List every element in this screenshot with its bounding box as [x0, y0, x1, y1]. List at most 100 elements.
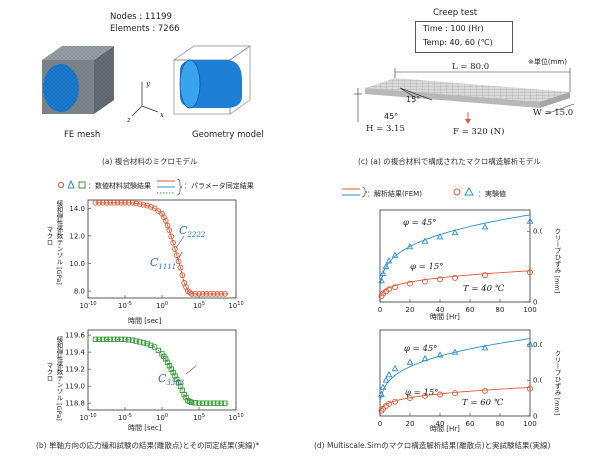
data-point — [137, 339, 143, 345]
legend-exp-marker-triangle — [68, 180, 75, 189]
data-point — [392, 398, 398, 405]
macro-beam-figure — [354, 68, 575, 124]
b-top-ylabel-sub: 緩和弾性係数テンソル [GPa] — [55, 200, 63, 285]
data-point — [129, 337, 136, 343]
legend-fem-text: ：解析結果(FEM) — [367, 190, 422, 198]
data-point — [192, 400, 198, 406]
data-point — [96, 336, 102, 343]
data-point — [203, 400, 210, 406]
x-tick-label: 100 — [156, 301, 168, 310]
x-tick-label: 1010 — [228, 301, 243, 310]
fem-curve-line — [379, 338, 531, 401]
legend-fit-text: ：パラメータ同定結果 — [184, 182, 254, 190]
data-point — [422, 392, 428, 399]
axis-z-label: z — [127, 116, 131, 124]
data-point — [452, 390, 458, 397]
d-bottom-phi45: φ = 45° — [404, 344, 438, 354]
legend-exp-text: ：数値材料試験結果 — [88, 182, 151, 190]
data-point — [140, 340, 147, 346]
data-point — [99, 199, 106, 206]
creep-test-title: Creep test — [433, 8, 478, 18]
data-point — [378, 390, 385, 397]
annotation-leader — [177, 251, 183, 261]
x-tick-label: 0 — [378, 420, 382, 428]
d-top-phi15: φ = 15° — [410, 262, 444, 272]
data-point — [173, 252, 180, 259]
c2222-label: C2222 — [179, 224, 206, 239]
micro-model-figure — [42, 45, 252, 117]
data-point — [164, 222, 171, 229]
x-tick-label: 40 — [436, 420, 445, 428]
data-point — [125, 199, 132, 206]
caption-d: (d) Multiscale.Simのマクロ構造解析結果(離散点)と実試験結果(… — [314, 441, 551, 450]
d-top-xlabel: 時間 [Hr] — [430, 313, 460, 321]
data-point — [118, 199, 125, 206]
y-tick-label: 119.2 — [65, 366, 85, 374]
x-tick-label: 100 — [523, 306, 536, 314]
data-point — [129, 199, 136, 206]
plot-frame — [379, 209, 531, 303]
chart-b-top: 14.0 12.0 10.0 8.0 10-10 10-5 100 105 1010 C2222 C… — [69, 199, 244, 310]
data-point — [114, 336, 121, 343]
data-point — [436, 351, 444, 358]
plot-frame — [379, 329, 531, 417]
data-point — [379, 269, 387, 277]
fem-curve-line — [379, 386, 531, 411]
data-point — [406, 358, 414, 365]
x-tick-label: 100 — [156, 413, 168, 422]
data-point — [144, 340, 150, 347]
data-point — [451, 348, 459, 355]
y-tick-label: 0 — [533, 413, 537, 421]
y-tick-label: 0.002 — [533, 341, 542, 349]
data-point — [378, 407, 385, 414]
creep-time: Time : 100 (Hr) — [423, 24, 484, 33]
data-point — [481, 223, 489, 230]
data-point — [136, 201, 143, 207]
data-point — [96, 199, 102, 206]
legend-exp-marker — [58, 181, 65, 189]
y-tick-label: 0.001 — [533, 228, 542, 236]
data-point — [148, 204, 154, 210]
dimension-H: H = 3.15 — [366, 124, 405, 134]
data-point — [527, 385, 533, 392]
data-point — [392, 284, 398, 291]
data-point — [378, 293, 385, 300]
data-point — [211, 400, 217, 406]
annotation-leader — [185, 365, 197, 375]
x-tick-label: 40 — [436, 306, 445, 314]
b-bottom-xlabel: 時間 [sec] — [128, 424, 162, 432]
legend-exp-markers-d — [453, 187, 474, 196]
data-point — [179, 387, 186, 394]
d-top-temp: T = 40 ℃ — [463, 284, 505, 294]
data-point — [391, 251, 399, 258]
data-point — [107, 199, 114, 206]
d-bottom-phi15: φ = 15° — [405, 388, 439, 398]
data-point — [214, 400, 221, 406]
data-point — [218, 291, 225, 297]
data-point — [407, 395, 413, 402]
axis-y-label: y — [146, 80, 150, 88]
y-tick-label: 119.6 — [65, 332, 86, 340]
data-point — [92, 199, 99, 206]
data-point — [406, 243, 414, 250]
caption-b: (b) 単軸方向の応力緩和試験の結果(離散点)とその同定結果(実線)* — [36, 441, 260, 450]
dimension-W: W = 15.0 — [533, 108, 574, 118]
data-point — [92, 336, 99, 343]
data-point — [422, 278, 428, 285]
data-point — [391, 364, 399, 372]
legend-exp-marker-square — [78, 181, 86, 189]
y-tick-label: 8.0 — [74, 288, 85, 296]
data-point — [188, 399, 195, 405]
data-point — [421, 354, 429, 362]
data-point — [172, 246, 178, 252]
nodes-count: Nodes : 11199 — [110, 12, 172, 22]
data-point — [526, 217, 534, 224]
b-bottom-ylabel-sub: 緩和弾性係数テンソル [GPa] — [55, 336, 63, 421]
unit-note: ※単位(mm) — [528, 58, 567, 66]
x-tick-label: 105 — [193, 301, 205, 310]
data-point — [103, 199, 110, 206]
caption-a: (a) 複合材料のミクロモデル — [102, 157, 198, 166]
fe-mesh-label: FE mesh — [64, 130, 101, 140]
data-point — [207, 291, 213, 297]
data-point — [210, 291, 217, 297]
